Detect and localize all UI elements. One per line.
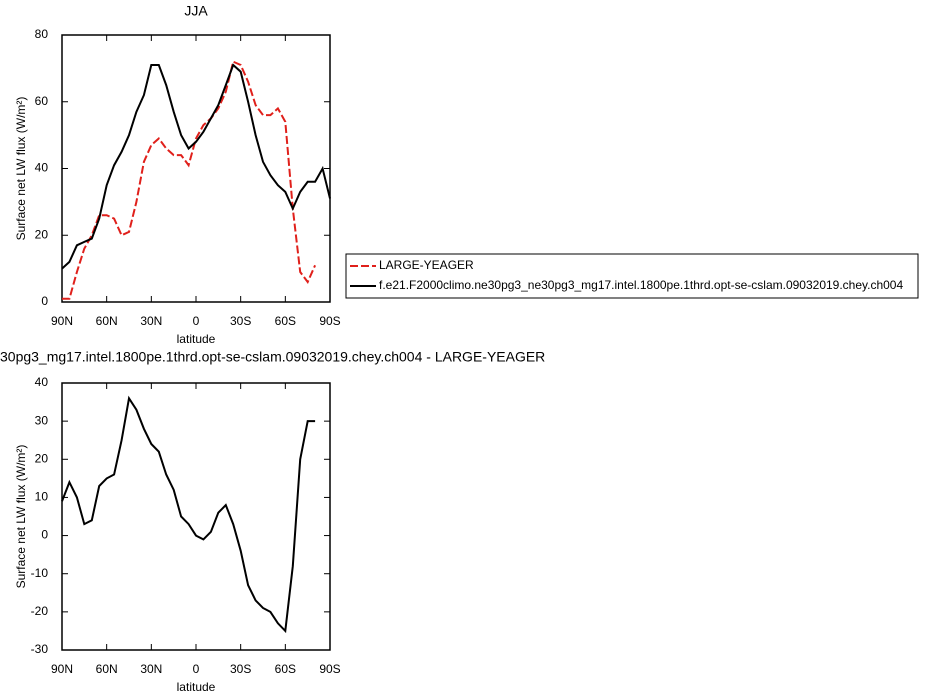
x-tick-label: 30N bbox=[140, 314, 162, 328]
y-tick-label: -30 bbox=[31, 642, 49, 656]
legend-box bbox=[345, 253, 919, 299]
chart-title: JJA bbox=[184, 3, 208, 19]
data-line bbox=[61, 63, 331, 270]
x-tick-label: 90S bbox=[319, 662, 340, 676]
x-tick-label: 60S bbox=[275, 662, 296, 676]
x-tick-label: 60N bbox=[96, 314, 118, 328]
y-tick-label: 10 bbox=[35, 490, 49, 504]
x-tick-label: 30S bbox=[230, 662, 251, 676]
y-tick-label: -20 bbox=[31, 604, 49, 618]
x-axis-label: latitude bbox=[177, 680, 216, 694]
x-tick-label: 90N bbox=[51, 314, 73, 328]
y-tick-label: 20 bbox=[35, 451, 49, 465]
y-tick-label: 40 bbox=[35, 375, 49, 389]
y-axis-label: Surface net LW flux (W/m²) bbox=[14, 97, 28, 241]
y-tick-label: 20 bbox=[35, 227, 49, 241]
x-axis-label: latitude bbox=[177, 332, 216, 346]
y-tick-label: 40 bbox=[35, 161, 49, 175]
y-axis-label: Surface net LW flux (W/m²) bbox=[14, 445, 28, 589]
legend-label: LARGE-YEAGER bbox=[379, 258, 474, 272]
chart-title: 30pg3_mg17.intel.1800pe.1thrd.opt-se-csl… bbox=[0, 349, 545, 365]
y-tick-label: 30 bbox=[35, 413, 49, 427]
y-tick-label: 80 bbox=[35, 27, 49, 41]
plot-frame bbox=[61, 382, 331, 651]
x-tick-label: 90N bbox=[51, 662, 73, 676]
x-tick-label: 60N bbox=[96, 662, 118, 676]
data-line bbox=[62, 60, 317, 300]
y-tick-label: -10 bbox=[31, 566, 49, 580]
y-tick-label: 60 bbox=[35, 94, 49, 108]
x-tick-label: 30N bbox=[140, 662, 162, 676]
y-tick-label: 0 bbox=[41, 294, 48, 308]
x-tick-label: 90S bbox=[319, 314, 340, 328]
x-tick-label: 0 bbox=[193, 662, 200, 676]
x-tick-label: 30S bbox=[230, 314, 251, 328]
plot-frame bbox=[61, 34, 331, 303]
data-line bbox=[61, 395, 316, 634]
legend-label: f.e21.F2000climo.ne30pg3_ne30pg3_mg17.in… bbox=[379, 278, 903, 292]
x-tick-label: 60S bbox=[275, 314, 296, 328]
x-tick-label: 0 bbox=[193, 314, 200, 328]
y-tick-label: 0 bbox=[41, 528, 48, 542]
